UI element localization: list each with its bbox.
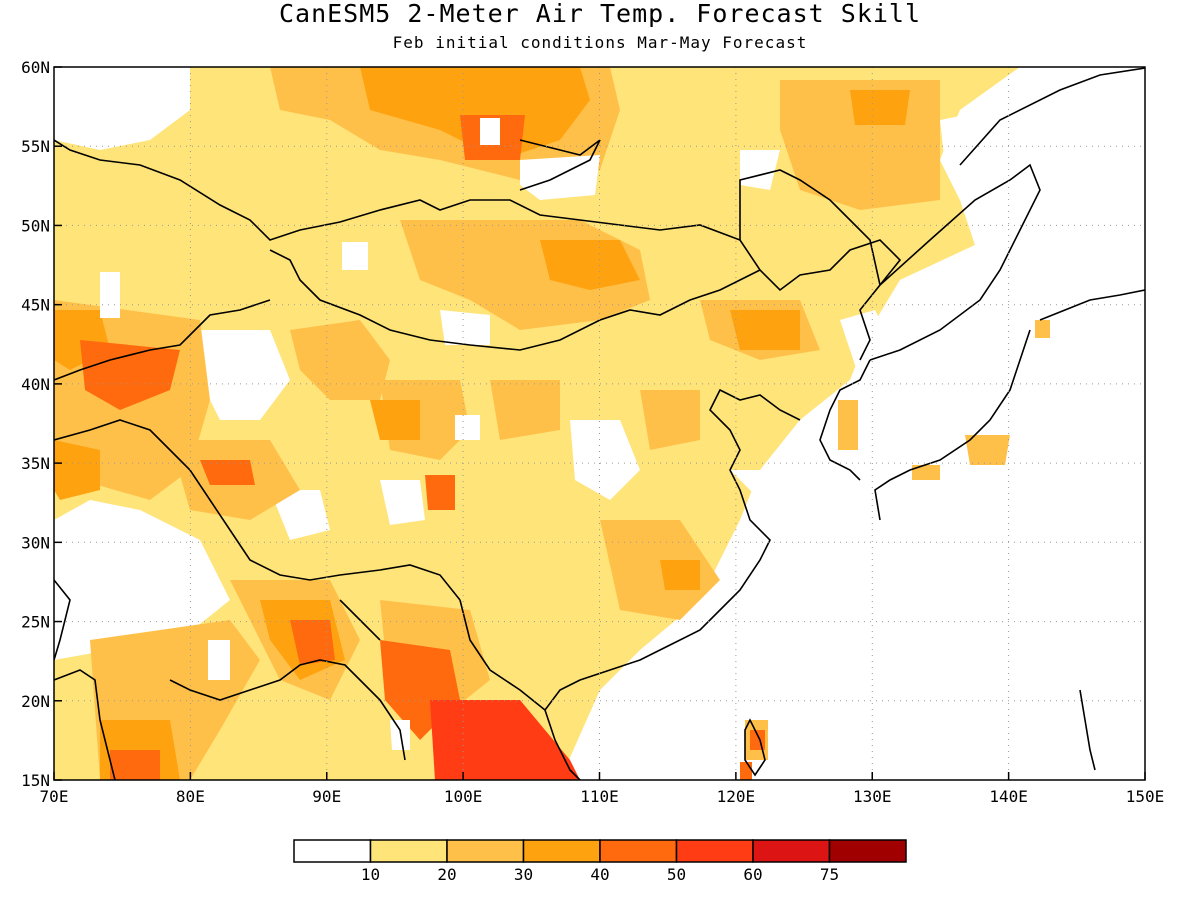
colorbar-label: 75: [820, 865, 839, 884]
map-title: CanESM5 2-Meter Air Temp. Forecast Skill: [278, 0, 922, 28]
y-tick-label: 40N: [21, 375, 50, 394]
colorbar-swatch: [828, 839, 907, 863]
x-tick-label: 150E: [1126, 787, 1165, 806]
grid-lines: [54, 67, 1145, 780]
colorbar-swatch: [293, 839, 372, 863]
colorbar-label: 30: [514, 865, 533, 884]
colorbar-label: 10: [361, 865, 380, 884]
x-tick-label: 90E: [312, 787, 341, 806]
colorbar: 10 20 30 40 50 60 75: [293, 839, 907, 884]
x-tick-label: 80E: [176, 787, 205, 806]
y-tick-label: 35N: [21, 454, 50, 473]
y-tick-label: 30N: [21, 533, 50, 552]
skill-fill-layer: [54, 67, 1145, 780]
y-tick-label: 45N: [21, 296, 50, 315]
y-tick-label: 55N: [21, 137, 50, 156]
y-axis-ticks: 15N 20N 25N 30N 35N 40N 45N 50N 55N 60N: [21, 58, 62, 790]
colorbar-label: 40: [590, 865, 609, 884]
colorbar-swatch: [675, 839, 754, 863]
colorbar-label: 20: [437, 865, 456, 884]
y-tick-label: 60N: [21, 58, 50, 77]
colorbar-swatch: [752, 839, 831, 863]
map-subtitle: Feb initial conditions Mar-May Forecast: [392, 33, 808, 52]
colorbar-swatch: [446, 839, 525, 863]
y-tick-label: 15N: [21, 771, 50, 790]
y-tick-label: 20N: [21, 692, 50, 711]
colorbar-swatch: [599, 839, 678, 863]
colorbar-label: 60: [743, 865, 762, 884]
y-tick-label: 25N: [21, 613, 50, 632]
colorbar-swatch: [369, 839, 448, 863]
x-tick-label: 110E: [580, 787, 619, 806]
y-tick-label: 50N: [21, 216, 50, 235]
x-tick-label: 70E: [40, 787, 69, 806]
x-tick-label: 130E: [853, 787, 892, 806]
x-tick-label: 120E: [717, 787, 756, 806]
x-tick-label: 100E: [444, 787, 483, 806]
x-tick-label: 140E: [989, 787, 1028, 806]
colorbar-swatch: [522, 839, 601, 863]
x-axis-ticks: 70E 80E 90E 100E 110E 120E 130E 140E 150E: [40, 772, 1165, 806]
colorbar-label: 50: [667, 865, 686, 884]
